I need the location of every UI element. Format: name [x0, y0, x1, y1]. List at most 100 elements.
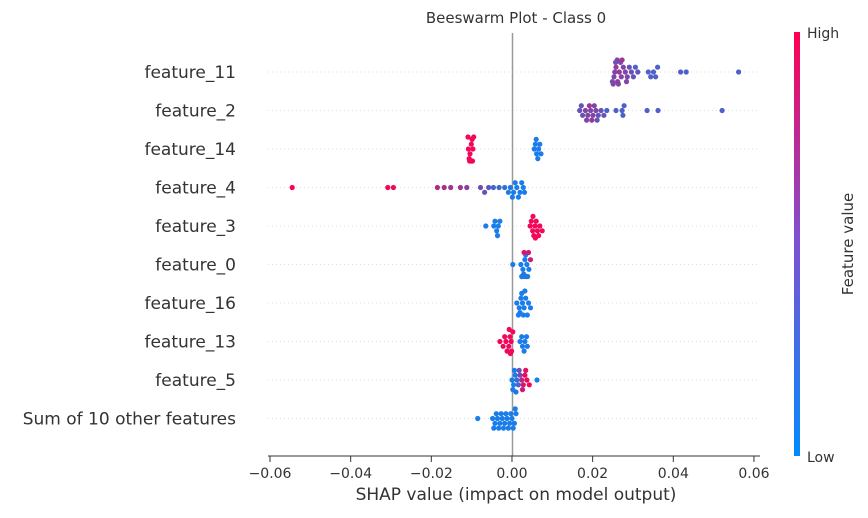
- shap-point: [532, 235, 539, 241]
- shap-point: [522, 372, 528, 378]
- shap-point: [508, 411, 514, 417]
- chart-title: Beeswarm Plot - Class 0: [426, 9, 606, 27]
- shap-point: [578, 103, 584, 109]
- shap-point: [524, 377, 530, 383]
- x-axis: −0.06 −0.04 −0.02 0.00 0.02 0.04 0.06: [249, 455, 770, 482]
- shap-point: [736, 69, 742, 75]
- shap-point: [591, 103, 597, 109]
- shap-point: [517, 189, 523, 195]
- shap-point: [524, 261, 530, 268]
- shap-point: [620, 64, 626, 70]
- shap-point: [390, 184, 396, 191]
- shap-point: [620, 112, 626, 118]
- x-tick-label: 0.04: [658, 466, 689, 482]
- feature-label: feature_14: [144, 140, 236, 160]
- shap-point: [514, 300, 520, 306]
- shap-point: [491, 223, 497, 229]
- colorbar-gradient: [794, 32, 800, 456]
- shap-point: [527, 223, 533, 229]
- shap-point: [522, 338, 528, 345]
- shap-point: [632, 64, 639, 70]
- shap-point: [509, 194, 515, 200]
- shap-point: [535, 156, 541, 162]
- shap-point: [506, 326, 512, 333]
- shap-point: [507, 184, 513, 191]
- shap-point: [593, 107, 599, 114]
- shap-point: [650, 69, 657, 75]
- shap-point: [441, 184, 447, 191]
- shap-point: [519, 300, 526, 306]
- shap-point: [582, 107, 589, 114]
- shap-point: [630, 74, 637, 80]
- shap-point: [517, 338, 523, 345]
- shap-point: [537, 141, 543, 147]
- shap-point: [491, 425, 497, 431]
- colorbar-low-label: Low: [807, 450, 835, 466]
- colorbar-high-label: High: [807, 26, 839, 42]
- shap-point: [653, 74, 659, 80]
- shap-point: [534, 228, 541, 234]
- shap-point: [500, 343, 506, 349]
- shap-point: [467, 151, 473, 157]
- shap-point: [518, 261, 524, 268]
- shap-point: [512, 180, 518, 186]
- shap-point: [507, 420, 513, 426]
- shap-point: [539, 228, 545, 234]
- shap-point: [520, 266, 526, 272]
- feature-label: feature_13: [144, 333, 236, 353]
- shap-point: [515, 312, 522, 318]
- shap-point: [508, 338, 514, 345]
- feature-label: Sum of 10 other features: [23, 410, 236, 430]
- feature-label: feature_5: [155, 371, 236, 391]
- shap-point: [510, 382, 517, 388]
- shap-point: [448, 184, 454, 191]
- shap-point: [584, 117, 590, 123]
- shap-point: [613, 64, 619, 70]
- shap-point: [505, 189, 511, 195]
- shap-point: [510, 425, 516, 431]
- shap-point: [507, 334, 513, 340]
- shap-point: [477, 184, 484, 191]
- shap-point: [465, 134, 471, 140]
- shap-point: [468, 141, 474, 147]
- shap-point: [464, 184, 470, 191]
- shap-point: [526, 382, 532, 388]
- shap-point: [503, 411, 509, 417]
- shap-point: [521, 249, 527, 256]
- shap-point: [494, 233, 501, 239]
- shap-point: [531, 146, 537, 152]
- shap-point: [523, 334, 530, 340]
- shap-point: [635, 69, 641, 75]
- shap-point: [619, 107, 625, 114]
- shap-point: [623, 79, 630, 85]
- shap-point: [525, 300, 532, 306]
- x-axis-ticks: −0.06 −0.04 −0.02 0.00 0.02 0.04 0.06: [249, 456, 770, 482]
- shap-point: [503, 338, 509, 345]
- shap-point: [590, 112, 596, 118]
- shap-point: [289, 184, 295, 191]
- shap-point: [504, 415, 510, 422]
- shap-point: [534, 151, 540, 157]
- shap-point: [527, 305, 534, 311]
- shap-point: [616, 69, 622, 75]
- shap-point: [492, 420, 498, 426]
- shap-point: [490, 415, 496, 422]
- shap-point: [604, 107, 610, 114]
- feature-rows: feature_11 feature_2 feature_14 feature_4fe…: [23, 63, 760, 430]
- shap-point: [613, 107, 619, 114]
- shap-point: [511, 420, 517, 426]
- shap-point: [588, 107, 594, 114]
- shap-point: [601, 112, 607, 118]
- shap-point: [517, 372, 523, 378]
- x-tick-label: 0.00: [496, 466, 527, 482]
- colorbar-title: Feature value: [839, 193, 857, 295]
- x-tick-label: −0.04: [329, 466, 372, 482]
- shap-point: [520, 312, 526, 318]
- shap-point: [525, 249, 532, 256]
- shap-point: [611, 74, 617, 80]
- shap-point: [528, 218, 534, 224]
- shap-point: [499, 415, 505, 422]
- shap-point: [512, 406, 518, 412]
- shap-point: [537, 223, 543, 229]
